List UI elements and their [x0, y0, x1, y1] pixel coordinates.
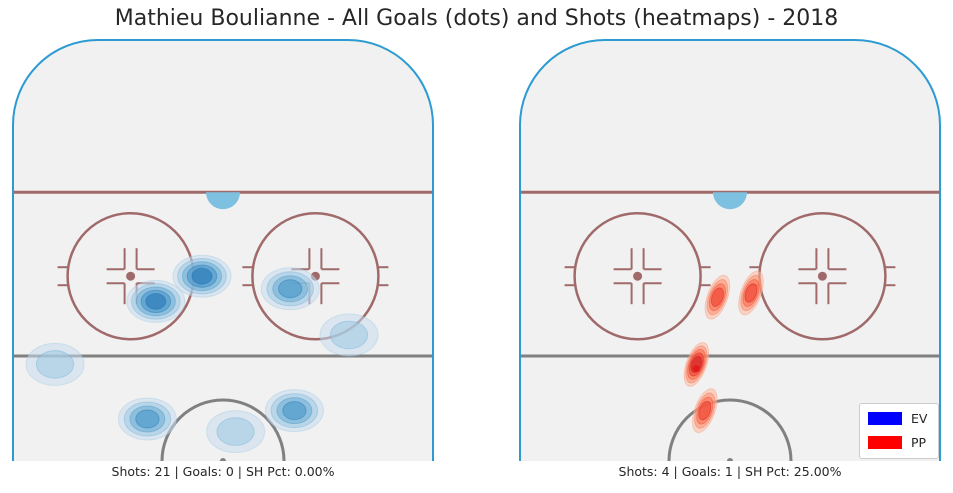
- legend-label-pp: PP: [911, 434, 927, 450]
- heatmap-contour: [145, 292, 167, 310]
- heatmap-contour: [35, 350, 75, 379]
- rink-boards: [12, 39, 434, 461]
- ev-stats-caption: Shots: 21 | Goals: 0 | SH Pct: 0.00%: [111, 464, 335, 479]
- legend-item-ev: EV: [868, 410, 928, 426]
- center-dot: [220, 458, 226, 461]
- goal-crease: [206, 192, 240, 210]
- heatmap-contour: [191, 267, 213, 285]
- heatmap-contour: [278, 279, 303, 299]
- heatmap-contour: [216, 417, 255, 446]
- ice-surface: [13, 40, 433, 461]
- legend-swatch-ev: [868, 411, 902, 425]
- shot-heatmap: [25, 254, 379, 454]
- chart-title: Mathieu Boulianne - All Goals (dots) and…: [114, 6, 839, 31]
- center-circle: [160, 398, 286, 461]
- heatmap-contour: [135, 409, 160, 429]
- heatmap-contour: [282, 401, 307, 421]
- legend-item-pp: PP: [868, 434, 927, 450]
- heatmap-contour: [329, 320, 369, 350]
- pp-stats-caption: Shots: 4 | Goals: 1 | SH Pct: 25.00%: [618, 464, 842, 479]
- faceoff-dot: [126, 271, 136, 281]
- legend-swatch-pp: [868, 435, 902, 449]
- legend-label-ev: EV: [911, 410, 928, 426]
- legend: EV PP: [859, 403, 939, 459]
- rink-markings: [13, 190, 433, 461]
- faceoff-circle: [251, 211, 380, 341]
